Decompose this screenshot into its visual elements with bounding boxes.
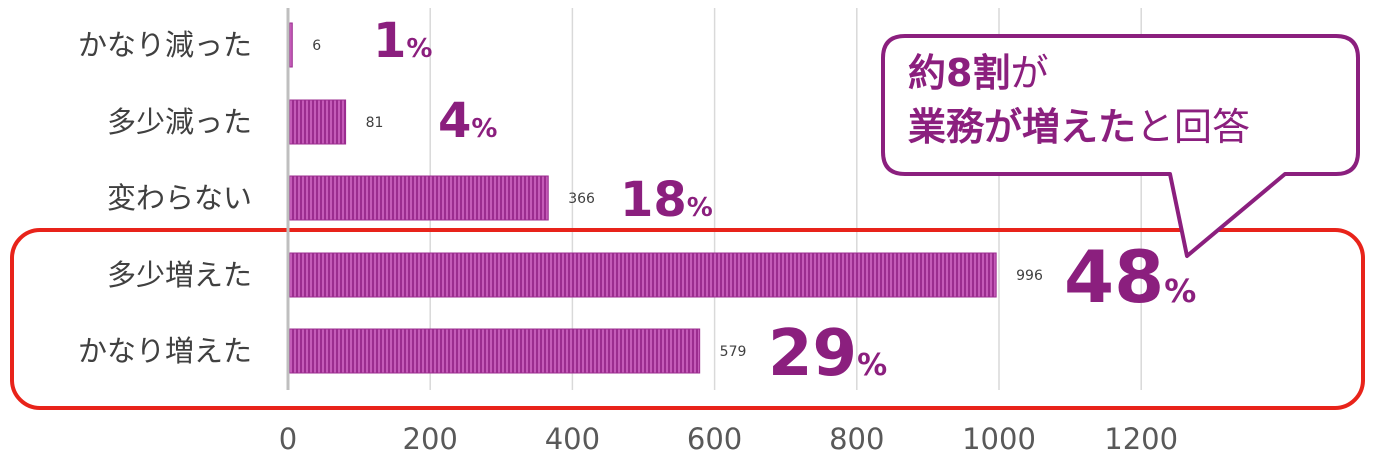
percent-sign: %	[857, 348, 887, 383]
callout-line-2: 業務が増えたと回答	[908, 105, 1250, 149]
value-label: 6	[312, 38, 321, 54]
x-tick-label: 1000	[962, 422, 1036, 456]
bars-group	[287, 22, 997, 374]
value-label: 366	[568, 191, 595, 207]
percent-sign: %	[687, 193, 713, 223]
bar	[287, 328, 701, 374]
x-tick-label: 600	[687, 422, 742, 456]
percent-number: 48	[1064, 235, 1164, 319]
category-label: 多少増えた	[107, 258, 252, 292]
x-tick-label: 800	[829, 422, 884, 456]
percent-number: 29	[768, 317, 857, 391]
x-tick-label: 200	[403, 422, 458, 456]
percent-number: 4	[438, 93, 471, 149]
category-label: 変わらない	[107, 181, 252, 215]
callout-line-1-bold: 約8割	[908, 51, 1010, 95]
value-label: 579	[720, 344, 747, 360]
callout-line-1: 約8割が	[908, 51, 1048, 95]
percent-label: 48%	[1064, 235, 1196, 319]
percent-label: 4%	[438, 93, 497, 149]
percent-number: 1	[373, 13, 406, 69]
callout-shape	[881, 34, 1360, 258]
percent-sign: %	[1164, 272, 1196, 310]
category-label: かなり増えた	[78, 334, 252, 368]
category-label: かなり減った	[78, 28, 252, 62]
bar	[287, 175, 549, 221]
callout-bubble: 約8割が 業務が増えたと回答	[881, 34, 1360, 258]
percent-label: 1%	[373, 13, 432, 69]
highlight-box	[10, 228, 1365, 410]
x-tick-label: 400	[545, 422, 600, 456]
x-tick-label: 1200	[1104, 422, 1178, 456]
percent-number: 18	[620, 172, 687, 228]
value-label: 996	[1016, 268, 1043, 284]
value-labels: 6 81 366 996 579	[312, 38, 1043, 360]
x-tick-label: 0	[279, 422, 297, 456]
percent-labels: 1%4%18%48%29%	[373, 13, 1196, 391]
percent-sign: %	[471, 114, 497, 144]
bar	[287, 252, 997, 298]
x-tick-labels: 0 200 400 600 800 1000 1200	[279, 422, 1178, 456]
percent-sign: %	[406, 34, 432, 64]
value-label: 81	[366, 115, 384, 131]
category-label: 多少減った	[107, 105, 252, 139]
callout-line-1-rest: が	[1010, 51, 1048, 95]
percent-label: 18%	[620, 172, 713, 228]
percent-label: 29%	[768, 317, 887, 391]
callout-line-2-bold: 業務が増えた	[908, 105, 1136, 149]
callout-line-2-rest: と回答	[1136, 105, 1250, 149]
bar	[287, 99, 347, 145]
